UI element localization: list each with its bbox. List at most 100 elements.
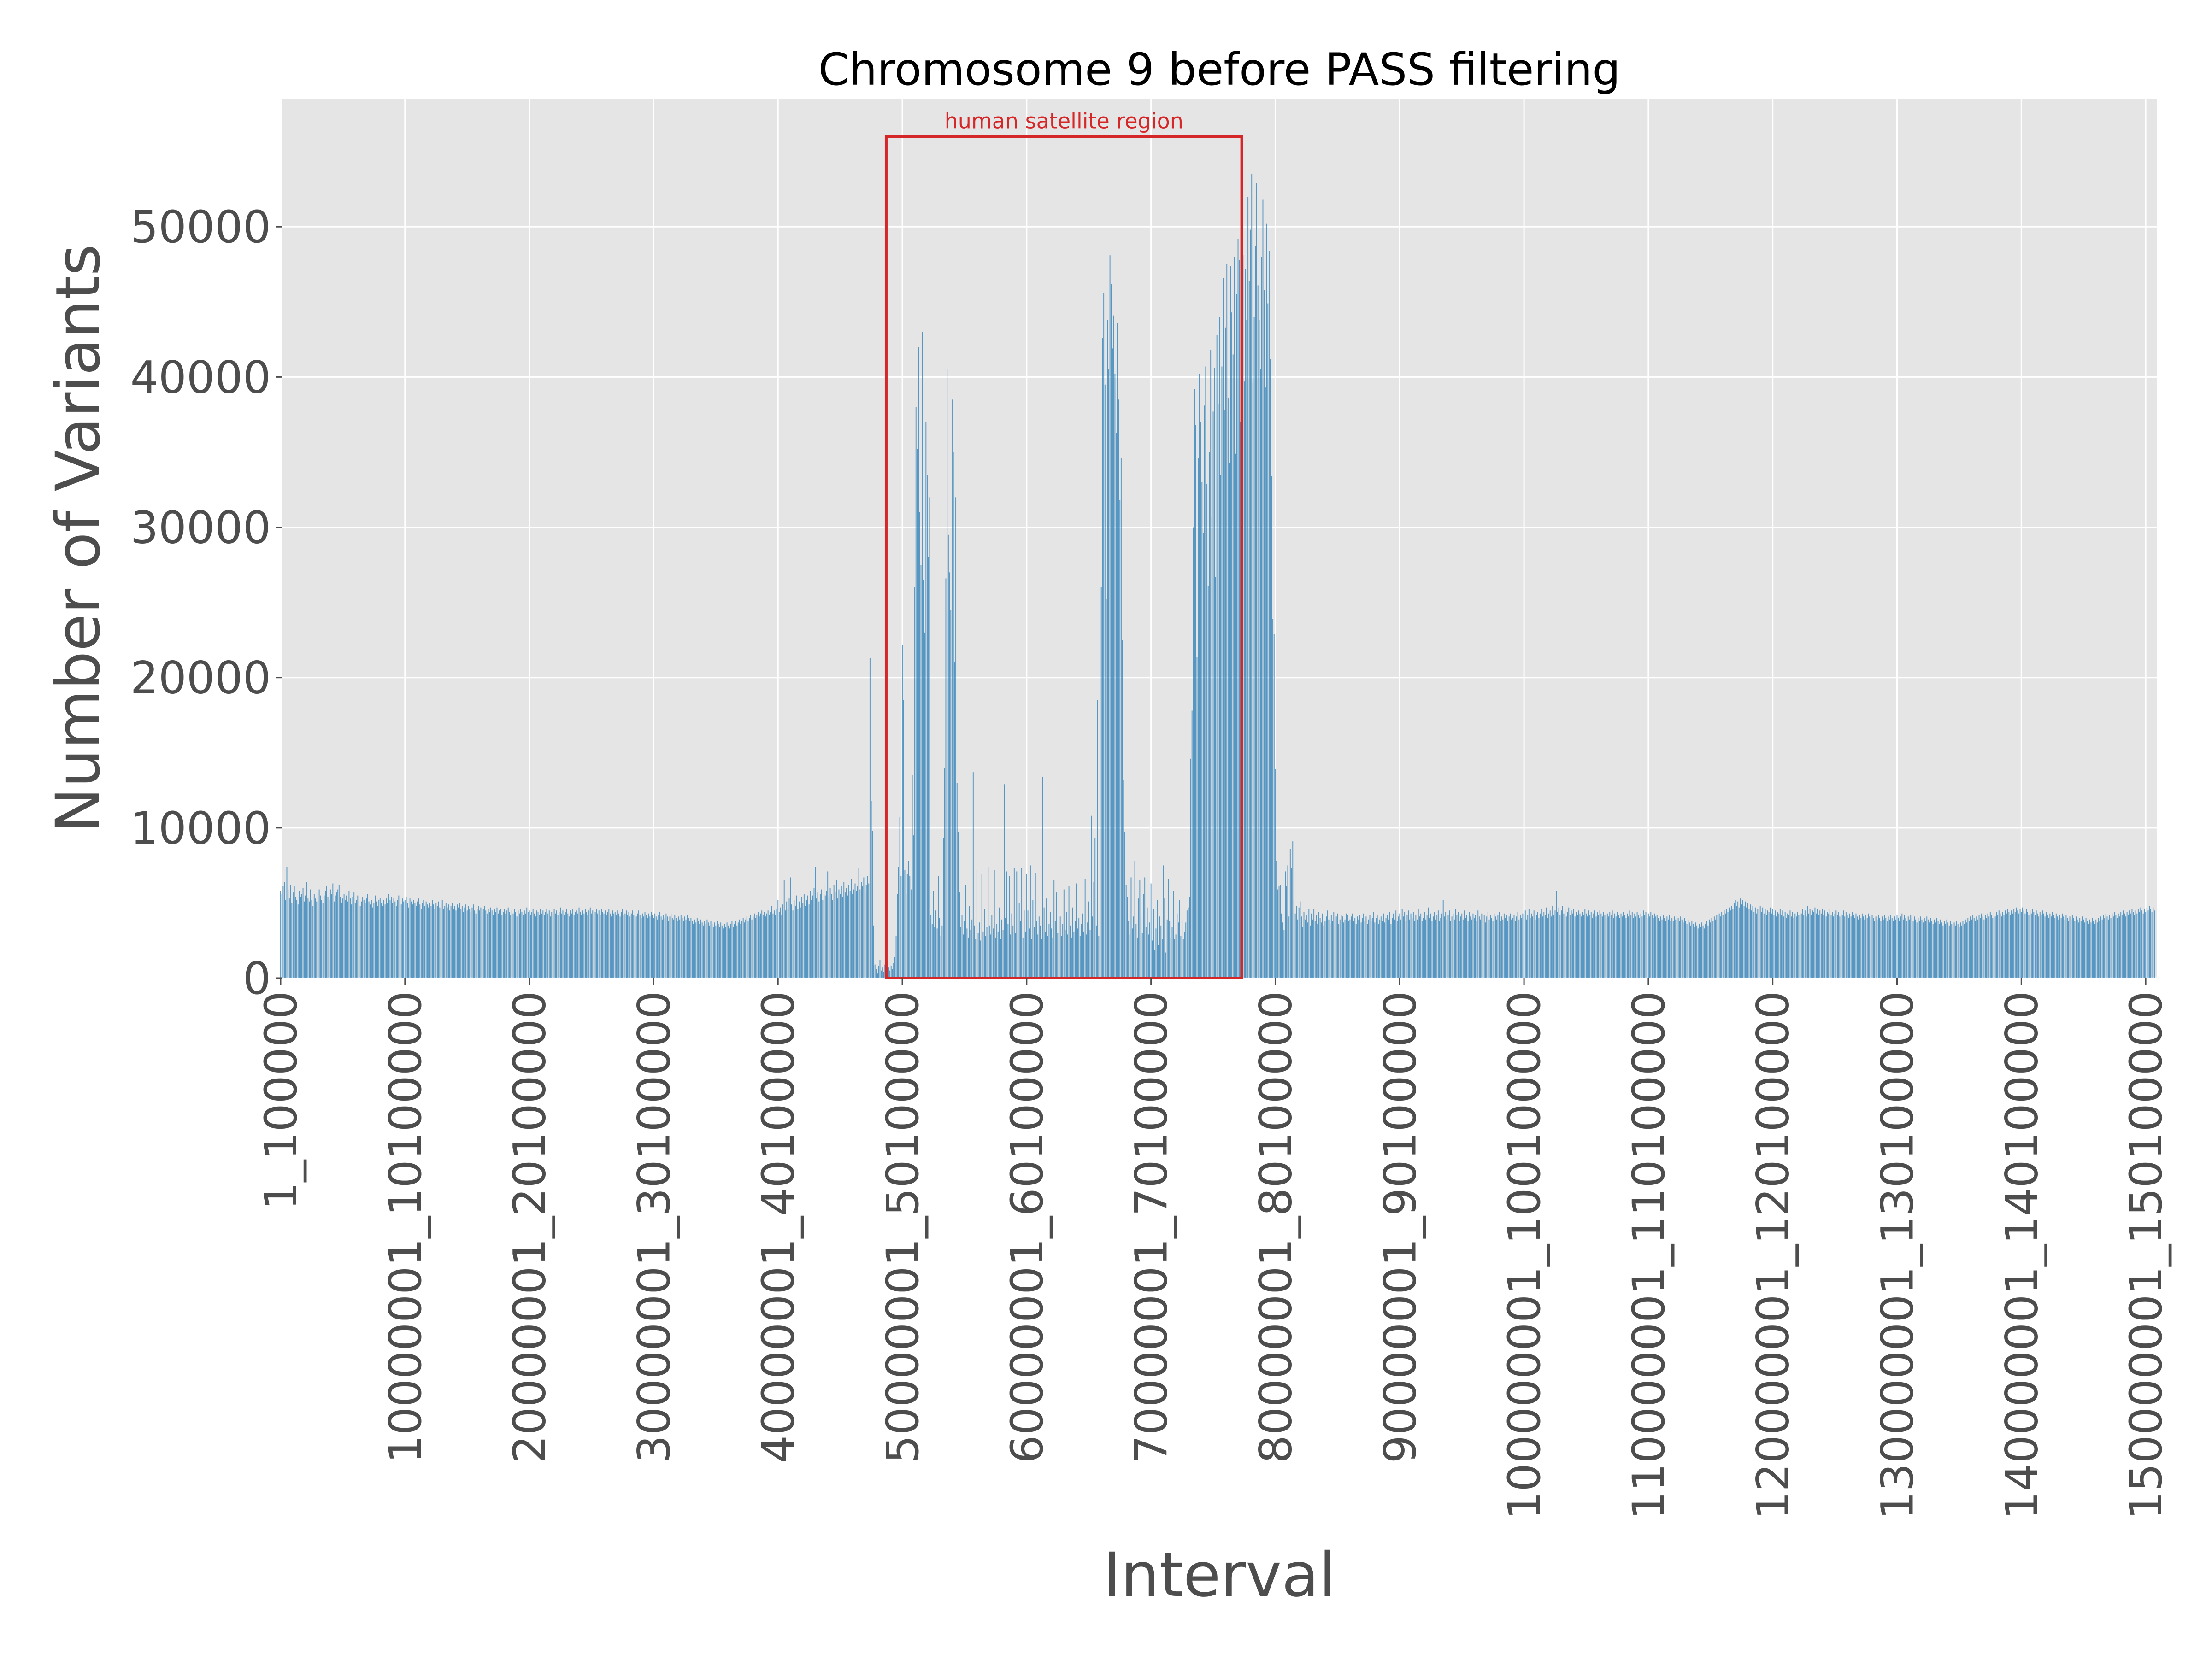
bar [1940, 919, 1941, 978]
bar [950, 610, 952, 978]
bar [616, 915, 617, 978]
bar [632, 910, 633, 978]
bar [504, 909, 505, 978]
bar [753, 913, 755, 978]
bar [938, 876, 939, 978]
bar [1631, 912, 1633, 978]
bar [1409, 919, 1410, 978]
bar [1107, 320, 1108, 978]
x-tick-label: 30000001_30100000 [628, 991, 680, 1463]
bar [457, 904, 458, 978]
bar [1461, 913, 1463, 978]
bar [454, 906, 455, 978]
bar [1231, 312, 1232, 979]
bar [1021, 868, 1023, 978]
bar [687, 915, 688, 978]
bar [475, 913, 477, 978]
bar [633, 915, 635, 978]
bar [2013, 909, 2015, 978]
bar [1861, 913, 1863, 978]
bar [1135, 924, 1137, 978]
bar [2058, 919, 2059, 978]
bar [2082, 916, 2083, 978]
bar [544, 915, 545, 978]
bar [1627, 913, 1628, 978]
bar [1859, 915, 1860, 978]
bar [1118, 399, 1119, 979]
bar [1007, 924, 1009, 978]
bar [1722, 915, 1724, 978]
bar [1538, 918, 1540, 978]
bar [1475, 915, 1476, 978]
bar [1296, 906, 1297, 978]
bar [1735, 900, 1736, 978]
bar [622, 909, 623, 978]
bar [2115, 915, 2117, 978]
bar [1081, 924, 1082, 978]
bar [1026, 874, 1027, 978]
bar [2090, 922, 2092, 978]
bar [568, 916, 570, 978]
bar [1686, 924, 1688, 978]
bar [888, 967, 889, 978]
bar [1250, 229, 1251, 978]
bar [696, 918, 698, 978]
bar [1403, 916, 1404, 978]
bar [336, 892, 337, 978]
bar [2139, 912, 2140, 978]
bar [1147, 907, 1148, 978]
bar [1065, 930, 1066, 978]
bar [1508, 916, 1510, 978]
bar [797, 909, 799, 978]
bar [560, 907, 561, 978]
bar [581, 915, 582, 978]
bar [1756, 913, 1757, 978]
bar [881, 970, 882, 978]
bar [1138, 898, 1139, 978]
bar [1174, 939, 1175, 978]
bar [1070, 925, 1071, 978]
bar [995, 937, 996, 978]
bar [1888, 916, 1889, 978]
bar [2085, 918, 2087, 978]
bar [1239, 259, 1240, 978]
bar [892, 969, 893, 978]
bar [783, 880, 785, 978]
bar [564, 915, 565, 978]
bar [731, 921, 733, 978]
bar [963, 934, 964, 978]
bar [1037, 934, 1039, 978]
bar [1569, 915, 1571, 978]
bar [1209, 452, 1210, 978]
bar [1507, 921, 1508, 978]
bar [1874, 921, 1875, 978]
x-tick-label: 140000001_140100000 [1996, 991, 2047, 1519]
bar [1282, 922, 1283, 978]
bar [1945, 924, 1946, 978]
bar [2030, 913, 2032, 978]
bar [844, 892, 846, 978]
bar [1492, 921, 1494, 978]
bar [351, 904, 352, 978]
bar [1748, 909, 1750, 978]
bar [1440, 918, 1441, 978]
bar [741, 921, 742, 978]
bar [368, 901, 370, 978]
bar [1556, 891, 1557, 978]
bar [1119, 500, 1121, 978]
bar [1869, 916, 1871, 978]
bar [445, 903, 447, 978]
bar [968, 937, 969, 978]
bar [1864, 919, 1865, 978]
bar [745, 919, 747, 978]
bar [1289, 849, 1291, 978]
bar [1125, 885, 1127, 978]
bar [1247, 197, 1249, 978]
bar [1321, 922, 1322, 978]
bar [1811, 915, 1812, 978]
bar [1285, 871, 1286, 978]
bar [990, 934, 991, 978]
bar [1203, 533, 1204, 978]
bar [1978, 915, 1980, 978]
bar [1957, 924, 1959, 978]
